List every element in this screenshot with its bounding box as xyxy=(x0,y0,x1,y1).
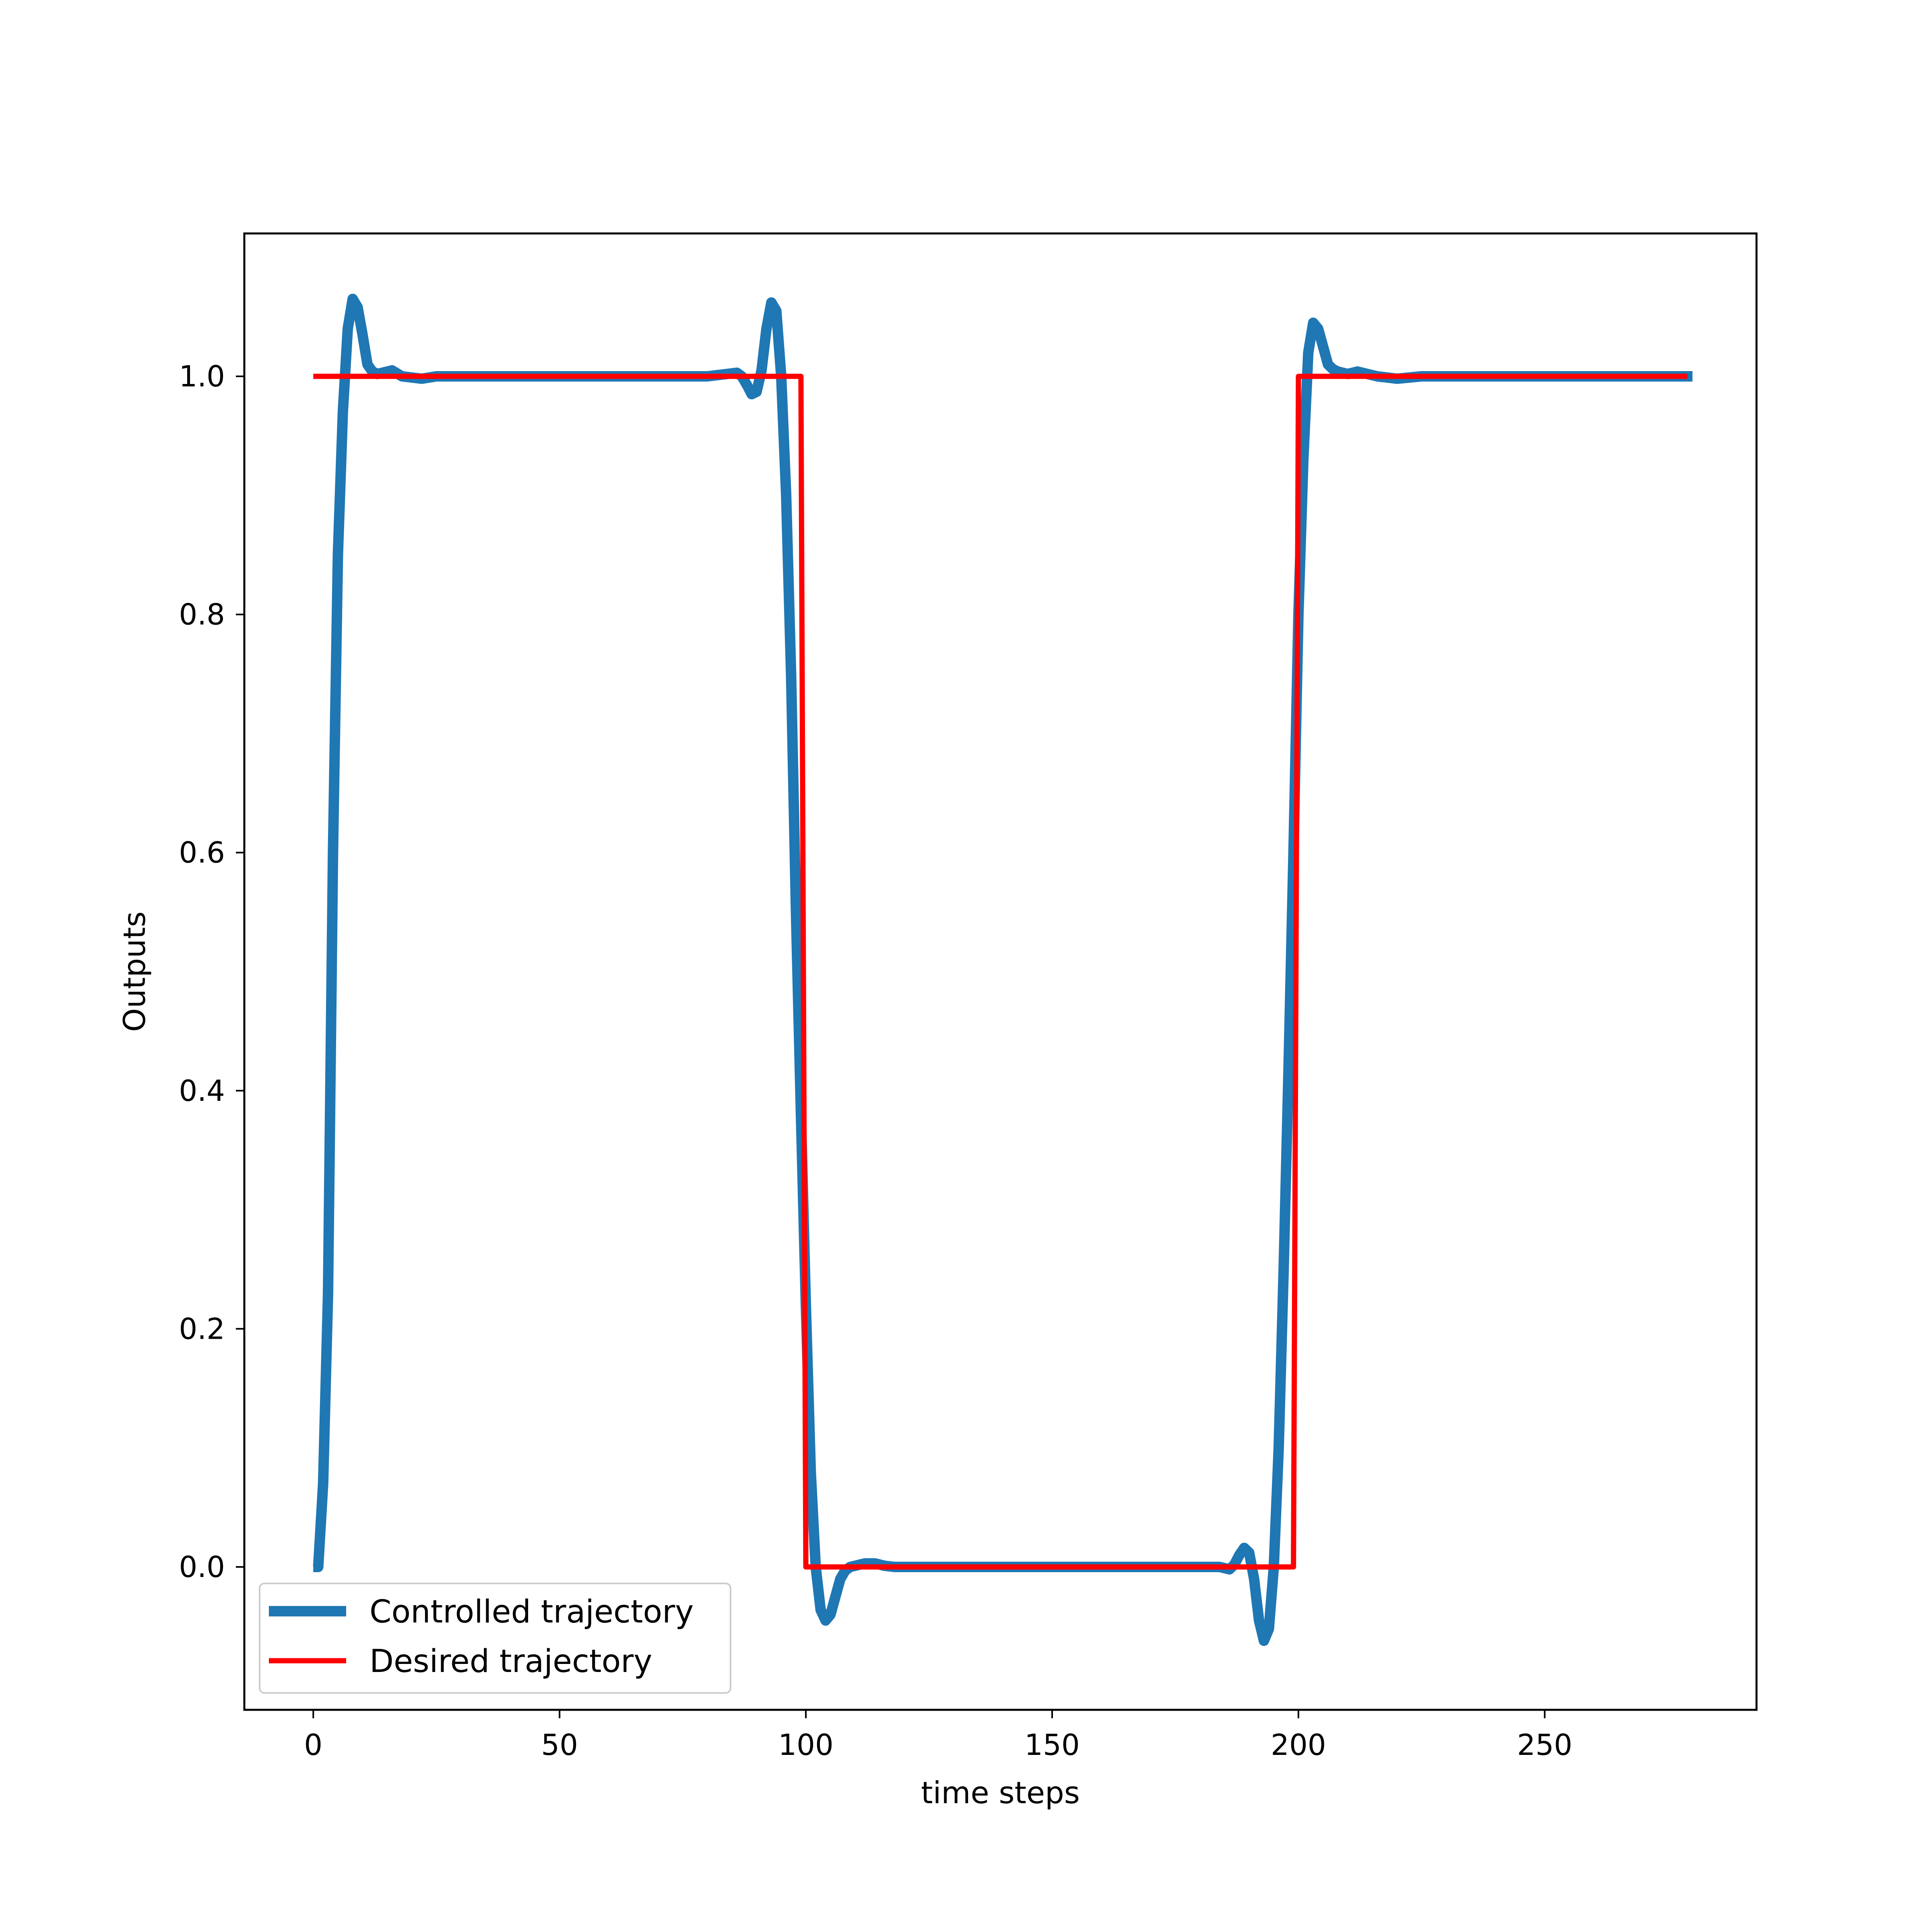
legend-label-controlled: Controlled trajectory xyxy=(369,1594,694,1630)
y-tick-label: 1.0 xyxy=(179,359,225,393)
legend-label-desired: Desired trajectory xyxy=(369,1643,652,1680)
x-axis-label: time steps xyxy=(921,1775,1080,1810)
x-tick-label: 100 xyxy=(778,1728,833,1762)
y-tick-label: 0.6 xyxy=(179,836,225,869)
series-line-desired xyxy=(313,374,1688,1570)
legend: Controlled trajectory Desired trajectory xyxy=(259,1583,731,1694)
y-tick-label: 0.2 xyxy=(179,1312,225,1346)
x-tick-label: 0 xyxy=(304,1728,322,1762)
legend-box xyxy=(259,1583,731,1694)
y-axis-label: Outputs xyxy=(117,911,152,1032)
y-axis: 0.0 0.2 0.4 0.6 0.8 1.0 xyxy=(179,359,244,1584)
x-axis: 0 50 100 150 200 250 xyxy=(304,1710,1572,1762)
axes-frame xyxy=(243,232,1758,1711)
x-tick-label: 200 xyxy=(1271,1728,1326,1762)
x-tick-label: 50 xyxy=(541,1728,578,1762)
x-tick-label: 150 xyxy=(1024,1728,1080,1762)
y-tick-label: 0.0 xyxy=(179,1550,225,1584)
x-tick-label: 250 xyxy=(1517,1728,1572,1762)
y-tick-label: 0.8 xyxy=(179,598,225,632)
series-layer xyxy=(313,293,1693,1646)
y-tick-label: 0.4 xyxy=(179,1074,225,1108)
